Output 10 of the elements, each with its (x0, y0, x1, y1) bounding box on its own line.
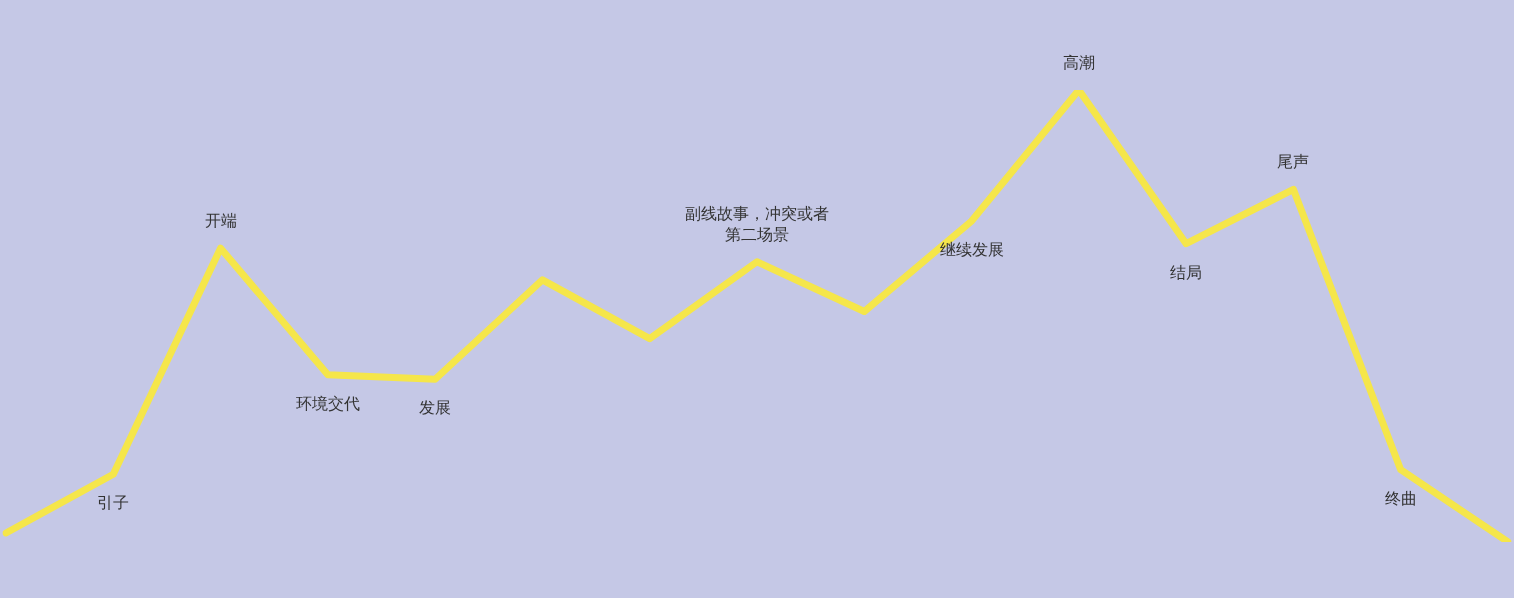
x-tick-label: 尾声 (1277, 152, 1310, 172)
x-tick-label: 发展 (419, 398, 452, 418)
x-tick-label: 继续发展 (939, 240, 1004, 260)
x-tick-label: 副线故事，冲突或者第二场景 (685, 203, 829, 244)
x-tick-label: 开端 (204, 211, 237, 231)
x-tick-label: 环境交代 (295, 393, 360, 413)
x-tick-label: 结局 (1170, 262, 1203, 282)
x-tick-label: 高潮 (1062, 53, 1095, 72)
x-tick-label: 引子 (97, 493, 130, 513)
x-tick-label: 终曲 (1384, 488, 1417, 508)
